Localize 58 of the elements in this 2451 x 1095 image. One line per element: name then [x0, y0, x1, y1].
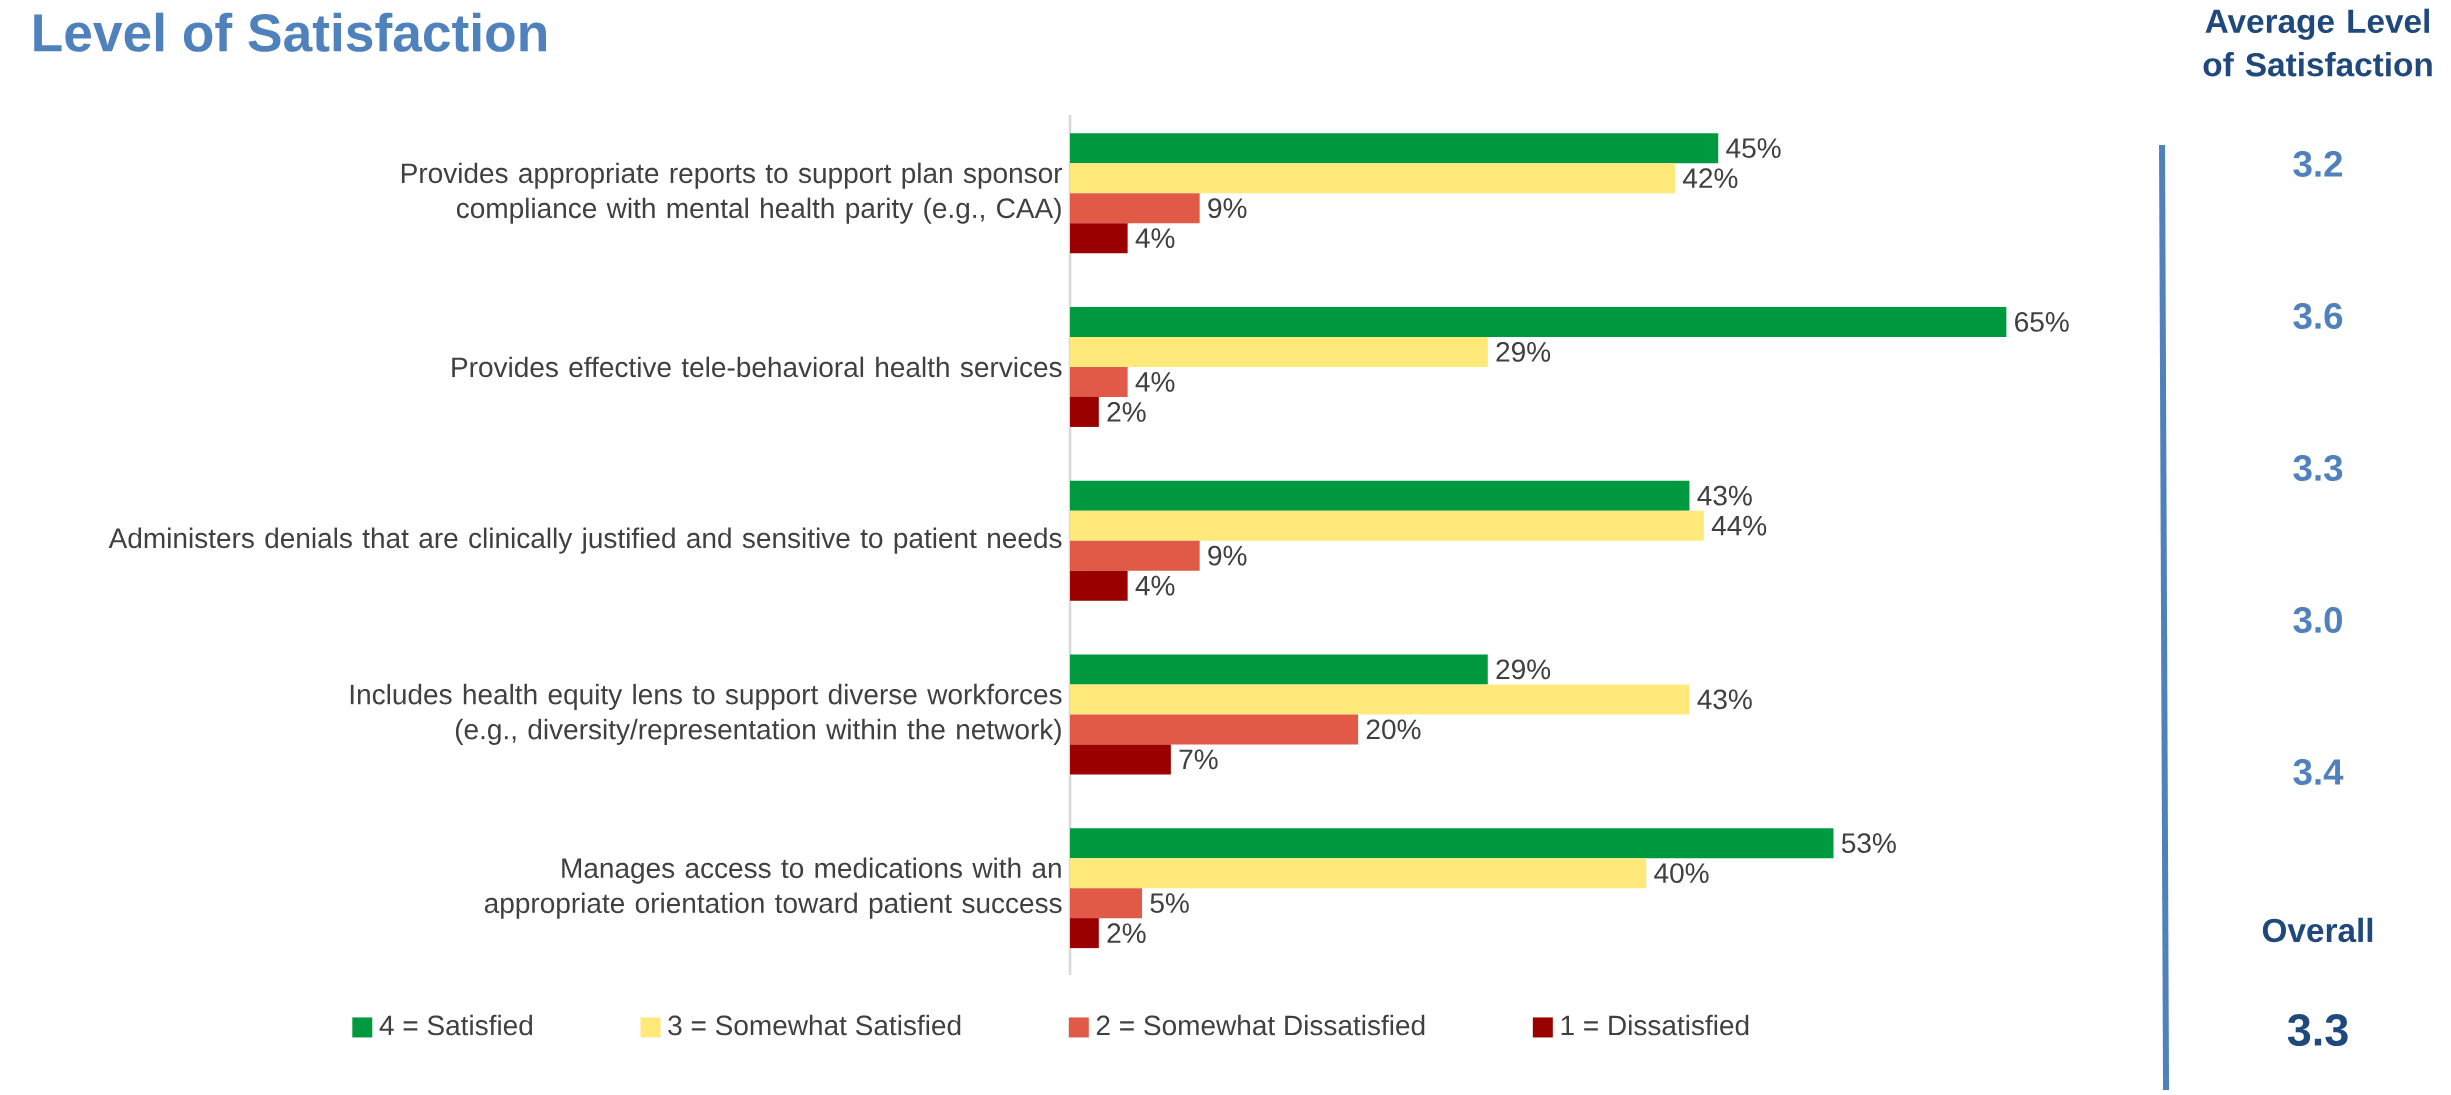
text: Average Level of Satisfaction [2203, 8, 2432, 77]
data-label: 2% [1107, 402, 1146, 422]
text: Level of Satisfaction [34, 12, 546, 52]
data-label: 4% [1135, 228, 1175, 248]
text: Overall [2262, 917, 2373, 943]
text: 3.4 [2293, 759, 2344, 786]
data-label: 9% [1208, 545, 1247, 566]
data-label: 42% [1682, 168, 1738, 189]
bar [1070, 570, 1128, 601]
bar [1070, 133, 1719, 164]
bar [1070, 306, 2007, 337]
text: 3.6 [2293, 303, 2343, 330]
text: 3.0 [2293, 607, 2342, 634]
text: 3.2 [2293, 151, 2343, 177]
bar [1070, 654, 1488, 685]
data-label: 9% [1208, 198, 1247, 219]
bar [1070, 828, 1834, 859]
y-tick-label: Manages access to medications with an appropriate orientation toward patient success [484, 857, 1062, 919]
bar [1070, 744, 1171, 775]
data-label: 5% [1150, 893, 1189, 913]
data-label: 44% [1711, 515, 1767, 536]
bar [1070, 540, 1200, 571]
legend-label: 4 = Satisfied [379, 1014, 533, 1036]
bar [1070, 918, 1099, 949]
data-label: 45% [1726, 138, 1781, 159]
data-label: 2% [1107, 923, 1146, 943]
y-tick-label: Includes health equity lens to support diverse workforces (e.g., diversity/representation within the network) [350, 683, 1062, 745]
bar [1070, 888, 1143, 919]
data-label: 4% [1135, 372, 1175, 392]
data-label: 43% [1697, 485, 1752, 506]
y-tick-label: Provides effective tele-behavioral health services [452, 356, 1062, 378]
data-label: 4% [1135, 575, 1175, 596]
data-label: 7% [1179, 749, 1218, 770]
bar [1070, 193, 1200, 224]
bar [1070, 223, 1128, 254]
bar [1070, 396, 1099, 427]
data-label: 43% [1697, 689, 1752, 710]
bar [1070, 858, 1647, 889]
data-label: 53% [1841, 833, 1896, 854]
legend-label: 1 = Dissatisfied [1561, 1014, 1749, 1036]
y-tick-label: Administers denials that are clinically justified and sensitive to patient needs [108, 527, 1062, 554]
y-tick-label: Provides appropriate reports to support plan sponsor compliance with mental health parity (e.g., CAA) [401, 162, 1063, 224]
legend-label: 2 = Somewhat Dissatisfied [1096, 1014, 1425, 1036]
data-label: 20% [1366, 719, 1421, 740]
bar [1070, 336, 1488, 367]
bar [1070, 510, 1704, 541]
data-label: 29% [1496, 659, 1551, 680]
bar [1070, 366, 1128, 397]
text: 3.3 [2293, 455, 2343, 482]
bar [1070, 480, 1690, 511]
data-label: 65% [2015, 312, 2069, 332]
bar [1070, 714, 1359, 745]
text: 3.3 [2287, 1014, 2348, 1046]
bar [1070, 163, 1676, 194]
legend-label: 3 = Somewhat Satisfied [668, 1014, 961, 1036]
data-label: 29% [1496, 342, 1551, 362]
bar [1070, 684, 1690, 715]
data-label: 40% [1654, 863, 1709, 884]
